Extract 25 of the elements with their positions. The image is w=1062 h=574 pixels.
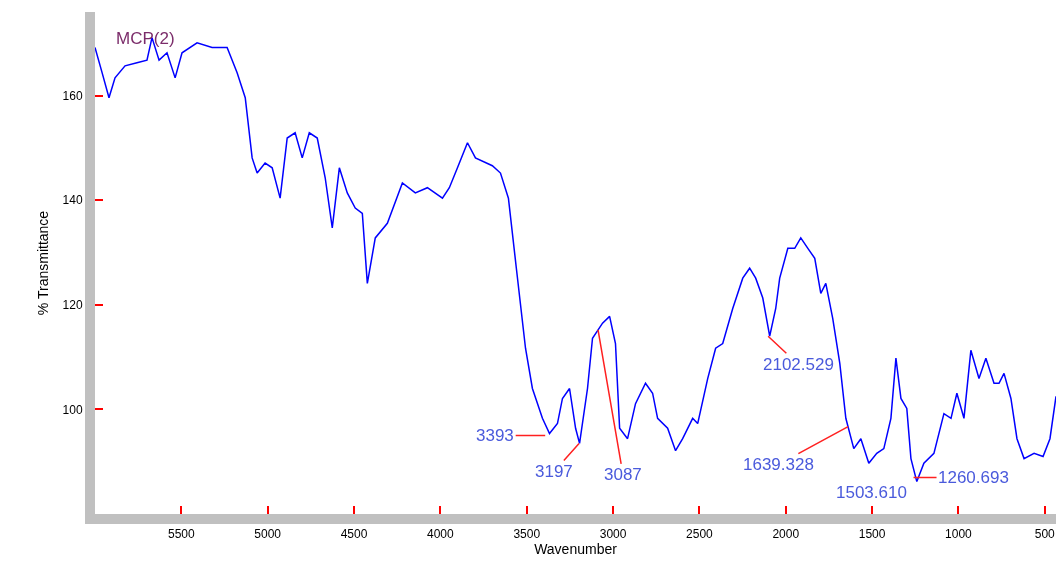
annotation: 1260.693 xyxy=(938,468,1009,487)
y-axis-title: % Transmittance xyxy=(35,210,51,316)
x-tick-label: 500 xyxy=(1034,527,1056,542)
x-tick-label: 4500 xyxy=(340,527,368,542)
annotation: 3393 xyxy=(476,426,514,445)
x-tick-label: 5500 xyxy=(167,527,196,542)
y-tick-label: 120 xyxy=(62,298,83,313)
annotation: 1503.610 xyxy=(836,483,907,502)
annotation: MCP(2) xyxy=(116,29,175,48)
x-axis-title: Wavenumber xyxy=(534,541,618,558)
x-tick-label: 5000 xyxy=(254,527,282,542)
x-tick-label: 4000 xyxy=(427,527,455,542)
annotation: 1639.328 xyxy=(743,455,814,474)
x-tick-label: 1000 xyxy=(945,527,973,542)
y-tick-label: 100 xyxy=(62,402,83,417)
x-tick-label: 1500 xyxy=(858,527,886,542)
x-tick-label: 3500 xyxy=(513,527,541,542)
y-tick-label: 160 xyxy=(62,88,83,103)
annotation: 2102.529 xyxy=(763,355,834,374)
x-tick-label: 2000 xyxy=(772,527,800,542)
annotation: 3197 xyxy=(535,462,573,481)
x-tick-label: 3000 xyxy=(599,527,627,542)
y-tick-label: 140 xyxy=(62,193,83,208)
annotation: 3087 xyxy=(604,465,642,484)
x-tick-label: 2500 xyxy=(686,527,714,542)
